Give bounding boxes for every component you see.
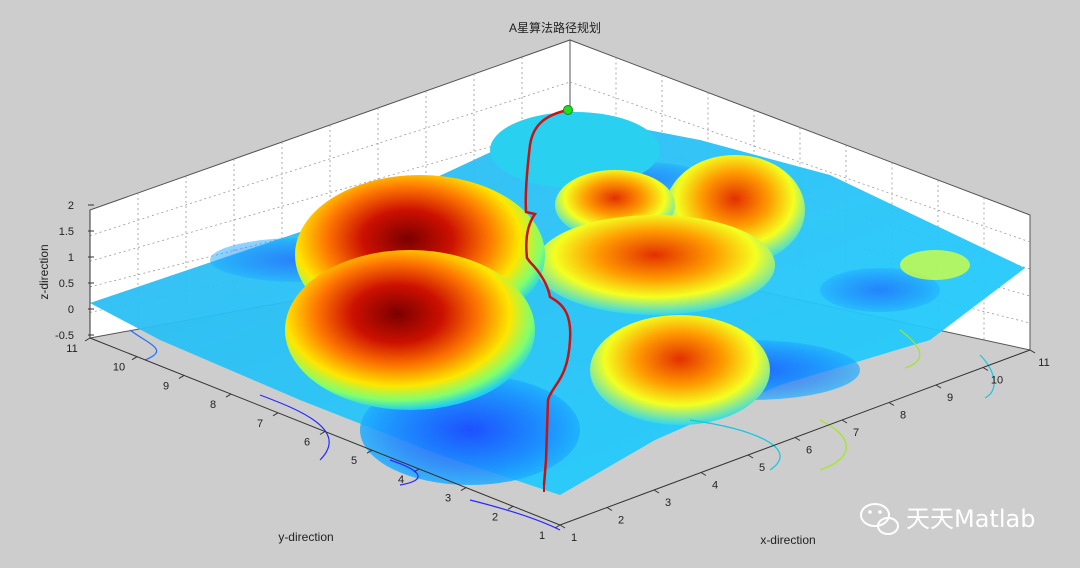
z-tick-label: 0.5 [59, 278, 74, 290]
path-line [524, 108, 572, 486]
y-tick-label: 6 [304, 437, 310, 449]
y-tick-label: 5 [351, 455, 357, 467]
surface [90, 112, 1025, 531]
hill [590, 315, 770, 425]
z-axis-ticks: -0.5 0 0.5 1 1.5 2 [55, 200, 94, 342]
path-start-marker [563, 105, 573, 115]
floor-contours [129, 329, 995, 531]
z-tick-label: -0.5 [55, 330, 74, 342]
chart-title: A星算法路径规划 [509, 20, 601, 35]
hill [900, 250, 970, 280]
x-tick-label: 2 [618, 515, 624, 527]
watermark-text: 天天Matlab [906, 505, 1035, 533]
x-tick-label: 3 [665, 497, 671, 509]
wechat-icon [860, 503, 899, 535]
x-axis-ticks: 1 2 3 4 5 6 7 8 9 10 11 [559, 349, 1050, 544]
z-tick-label: 2 [68, 200, 74, 212]
x-axis-label: x-direction [760, 533, 815, 547]
valley [820, 268, 940, 312]
x-tick-label: 6 [806, 445, 812, 457]
y-tick-label: 9 [163, 380, 169, 392]
y-tick-label: 10 [113, 362, 125, 374]
y-axis-label: y-direction [278, 530, 333, 544]
hill [490, 112, 660, 188]
z-tick-label: 0 [68, 304, 74, 316]
peak-dome [285, 250, 535, 410]
z-tick-label: 1.5 [59, 226, 74, 238]
x-tick-label: 11 [1038, 357, 1049, 369]
y-tick-label: 4 [398, 474, 404, 486]
x-tick-label: 5 [759, 462, 765, 474]
x-tick-label: 8 [900, 410, 906, 422]
z-axis-label: z-direction [37, 244, 51, 299]
y-tick-label: 3 [445, 493, 451, 505]
astar-path [524, 105, 573, 492]
x-tick-label: 9 [947, 392, 953, 404]
x-tick-label: 1 [571, 532, 577, 544]
y-axis-ticks: 1 2 3 4 5 6 7 8 9 10 11 [66, 337, 561, 542]
watermark: 天天Matlab [860, 503, 1035, 535]
x-tick-label: 10 [991, 375, 1003, 387]
x-tick-label: 7 [853, 427, 859, 439]
z-tick-label: 1 [68, 252, 74, 264]
y-tick-label: 1 [539, 530, 545, 542]
x-tick-label: 4 [712, 480, 718, 492]
y-tick-label: 7 [257, 418, 263, 430]
y-tick-label: 11 [66, 343, 77, 355]
y-tick-label: 8 [210, 399, 216, 411]
hill [535, 215, 775, 315]
y-tick-label: 2 [492, 511, 498, 523]
